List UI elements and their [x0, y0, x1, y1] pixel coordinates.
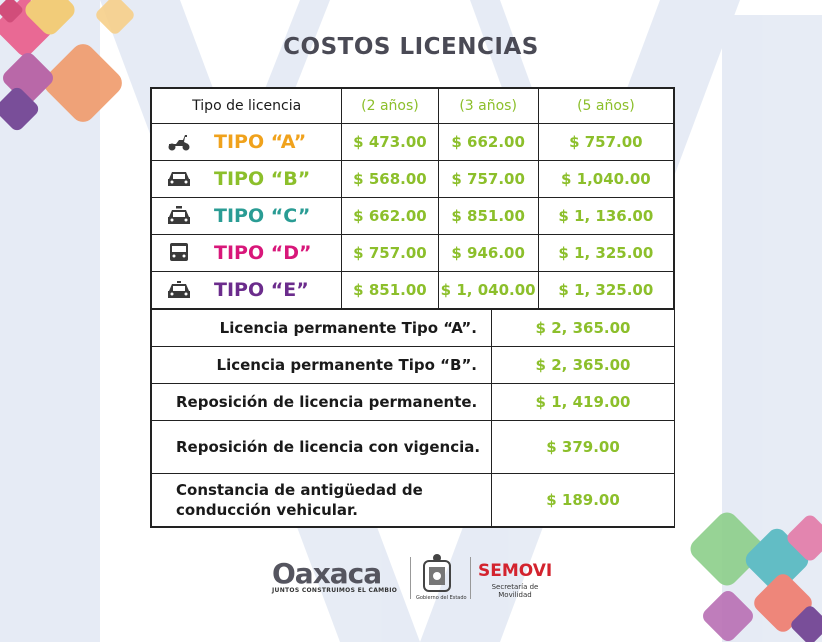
price-5-years: $ 1, 325.00: [537, 234, 675, 272]
price-3-years: $ 851.00: [437, 197, 539, 235]
price-3-years: $ 1, 040.00: [437, 271, 539, 309]
license-type-cell: TIPO “C”: [150, 197, 343, 235]
table-header-row: Tipo de licencia (2 años) (3 años) (5 añ…: [150, 88, 675, 124]
license-type-name: TIPO “B”: [214, 168, 311, 190]
price-2-years: $ 568.00: [341, 160, 439, 198]
header-license-type: Tipo de licencia: [150, 88, 343, 124]
oaxaca-slogan: JUNTOS CONSTRUIMOS EL CAMBIO: [272, 587, 398, 594]
license-type-name: TIPO “C”: [214, 205, 311, 227]
extra-license-price: $ 379.00: [491, 420, 675, 474]
license-type-cell: TIPO “A”: [150, 123, 343, 161]
divider: [410, 557, 411, 599]
table-row: Reposición de licencia permanente. $ 1, …: [151, 383, 675, 421]
semovi-logo: SEMOVI: [478, 561, 553, 581]
extra-license-price: $ 1, 419.00: [491, 383, 675, 421]
table-row: TIPO “D” $ 757.00 $ 946.00 $ 1, 325.00: [150, 234, 675, 272]
table-row: TIPO “A” $ 473.00 $ 662.00 $ 757.00: [150, 123, 675, 161]
page-title: COSTOS LICENCIAS: [283, 34, 539, 60]
extra-license-name: Licencia permanente Tipo “A”.: [151, 309, 492, 347]
oaxaca-logo: Oaxaca JUNTOS CONSTRUIMOS EL CAMBIO: [272, 557, 397, 594]
special-licenses-table: Licencia permanente Tipo “A”. $ 2, 365.0…: [151, 309, 675, 527]
bus-icon: [170, 243, 188, 261]
price-3-years: $ 757.00: [437, 160, 539, 198]
price-5-years: $ 757.00: [537, 123, 675, 161]
ambulance-icon: [168, 281, 190, 298]
price-2-years: $ 662.00: [341, 197, 439, 235]
semovi-subtitle: Secretaría de Movilidad: [491, 583, 539, 599]
price-table: Tipo de licencia (2 años) (3 años) (5 añ…: [150, 87, 675, 528]
table-row: Constancia de antigüedad de conducción v…: [151, 473, 675, 527]
oaxaca-wordmark: Oaxaca: [272, 557, 382, 590]
price-3-years: $ 662.00: [437, 123, 539, 161]
state-seal-icon: [423, 554, 451, 592]
extra-license-name: Reposición de licencia permanente.: [151, 383, 492, 421]
license-type-name: TIPO “A”: [214, 131, 307, 153]
header-3-years: (3 años): [437, 88, 539, 124]
license-type-name: TIPO “E”: [214, 279, 309, 301]
license-prices-table: Tipo de licencia (2 años) (3 años) (5 añ…: [150, 88, 675, 309]
table-row: TIPO “C” $ 662.00 $ 851.00 $ 1, 136.00: [150, 197, 675, 235]
government-caption: Gobierno del Estado: [416, 595, 467, 601]
table-row: TIPO “E” $ 851.00 $ 1, 040.00 $ 1, 325.0…: [150, 271, 675, 309]
divider: [470, 557, 471, 599]
table-row: TIPO “B” $ 568.00 $ 757.00 $ 1,040.00: [150, 160, 675, 198]
price-5-years: $ 1,040.00: [537, 160, 675, 198]
header-2-years: (2 años): [341, 88, 439, 124]
license-type-cell: TIPO “B”: [150, 160, 343, 198]
scooter-icon: [168, 135, 190, 151]
price-3-years: $ 946.00: [437, 234, 539, 272]
table-row: Reposición de licencia con vigencia. $ 3…: [151, 420, 675, 474]
table-row: Licencia permanente Tipo “B”. $ 2, 365.0…: [151, 346, 675, 384]
extra-license-name: Licencia permanente Tipo “B”.: [151, 346, 492, 384]
price-5-years: $ 1, 136.00: [537, 197, 675, 235]
price-2-years: $ 851.00: [341, 271, 439, 309]
extra-license-price: $ 189.00: [491, 473, 675, 527]
price-2-years: $ 757.00: [341, 234, 439, 272]
extra-license-name: Constancia de antigüedad de conducción v…: [151, 473, 492, 527]
taxi-icon: [168, 206, 190, 224]
table-row: Licencia permanente Tipo “A”. $ 2, 365.0…: [151, 309, 675, 347]
license-type-cell: TIPO “E”: [150, 271, 343, 309]
price-2-years: $ 473.00: [341, 123, 439, 161]
footer-logos: Oaxaca JUNTOS CONSTRUIMOS EL CAMBIO Gobi…: [268, 551, 558, 611]
header-5-years: (5 años): [537, 88, 675, 124]
car-icon: [168, 172, 190, 186]
price-5-years: $ 1, 325.00: [537, 271, 675, 309]
license-type-cell: TIPO “D”: [150, 234, 343, 272]
license-type-name: TIPO “D”: [214, 242, 312, 264]
extra-license-price: $ 2, 365.00: [491, 309, 675, 347]
extra-license-price: $ 2, 365.00: [491, 346, 675, 384]
extra-license-name: Reposición de licencia con vigencia.: [151, 420, 492, 474]
